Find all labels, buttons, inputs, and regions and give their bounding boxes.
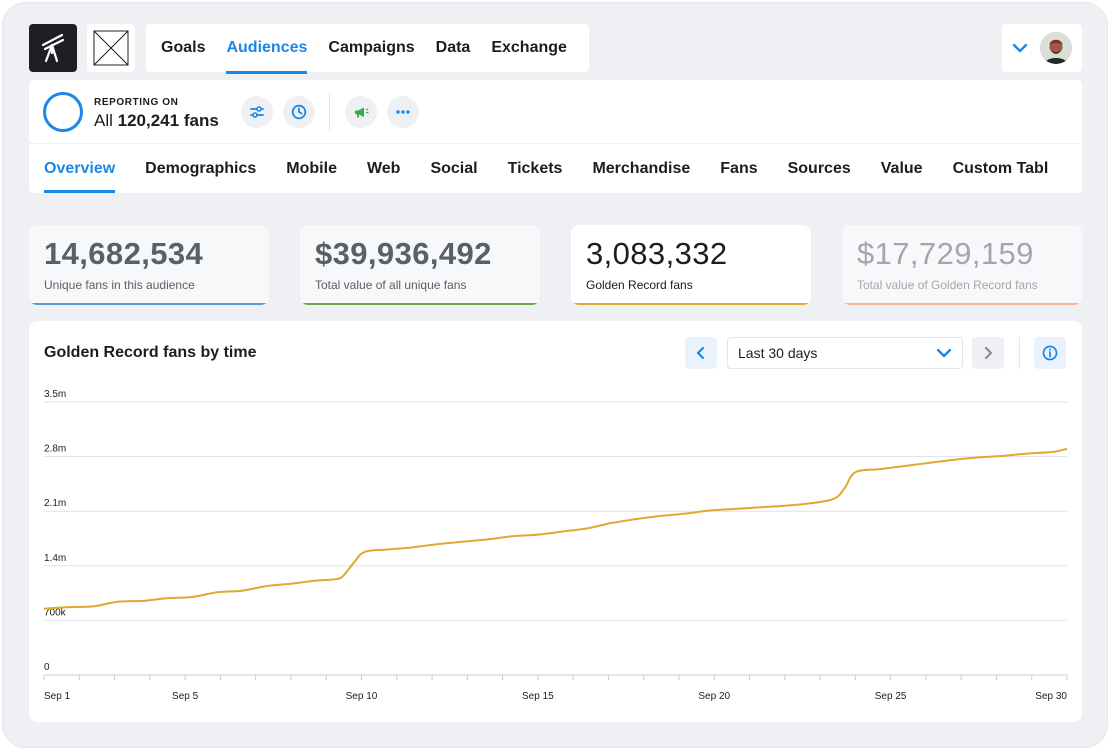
- stat-value: $17,729,159: [857, 236, 1034, 271]
- user-photo-icon: [1040, 32, 1072, 64]
- reporting-suffix: fans: [183, 111, 219, 130]
- report-tabs: Overview Demographics Mobile Web Social …: [44, 144, 1078, 193]
- workspace-logo-placeholder[interactable]: [87, 24, 135, 72]
- reporting-label: REPORTING ON: [94, 97, 179, 108]
- info-icon: [1042, 345, 1058, 361]
- history-button[interactable]: [283, 96, 315, 128]
- reporting-panel: REPORTING ON All 120,241 fans: [29, 80, 1082, 193]
- x-tick-label: Sep 20: [698, 691, 730, 702]
- chart-info-button[interactable]: [1034, 337, 1066, 369]
- clock-icon: [291, 104, 307, 120]
- more-button[interactable]: [387, 96, 419, 128]
- date-range-select[interactable]: Last 30 days: [727, 337, 963, 369]
- stat-card-unique-fans[interactable]: 14,682,534 Unique fans in this audience: [29, 225, 269, 305]
- tab-web[interactable]: Web: [366, 160, 401, 177]
- x-tick-label: Sep 5: [172, 691, 199, 702]
- image-placeholder-icon: [93, 30, 129, 66]
- y-tick-label: 1.4m: [44, 553, 66, 564]
- stat-color-bar: [300, 303, 540, 305]
- stat-card-total-value[interactable]: $39,936,492 Total value of all unique fa…: [300, 225, 540, 305]
- y-tick-label: 0: [44, 662, 50, 673]
- x-tick-label: Sep 10: [346, 691, 378, 702]
- nav-data[interactable]: Data: [435, 39, 471, 56]
- campaign-button[interactable]: [345, 96, 377, 128]
- tab-custom-tables[interactable]: Custom Tabl: [952, 160, 1049, 177]
- nav-goals[interactable]: Goals: [161, 39, 206, 56]
- stat-value: 14,682,534: [44, 236, 204, 271]
- telescope-icon: [41, 33, 65, 63]
- tab-mobile[interactable]: Mobile: [286, 160, 337, 177]
- date-range-value: Last 30 days: [738, 345, 818, 361]
- avatar[interactable]: [1040, 32, 1072, 64]
- stat-card-golden-record[interactable]: 3,083,332 Golden Record fans: [571, 225, 811, 305]
- stat-color-bar: [29, 303, 269, 305]
- reporting-value: All 120,241 fans: [94, 111, 219, 131]
- chart-title: Golden Record fans by time: [44, 344, 257, 361]
- panel-divider: [29, 143, 1082, 144]
- chevron-down-icon: [936, 348, 952, 358]
- tab-social[interactable]: Social: [430, 160, 478, 177]
- chevron-down-icon[interactable]: [1012, 40, 1028, 56]
- nav-audiences[interactable]: Audiences: [226, 24, 307, 74]
- next-range-button[interactable]: [972, 337, 1004, 369]
- stat-label: Unique fans in this audience: [44, 278, 195, 292]
- stat-value: $39,936,492: [315, 236, 492, 271]
- brand-logo[interactable]: [29, 24, 77, 72]
- stat-label: Total value of Golden Record fans: [857, 278, 1038, 292]
- stat-color-bar: [842, 303, 1082, 305]
- nav-exchange[interactable]: Exchange: [491, 39, 567, 56]
- tab-overview[interactable]: Overview: [44, 144, 116, 193]
- megaphone-icon: [355, 107, 369, 118]
- sliders-icon: [250, 106, 264, 118]
- line-chart: 0 700k 1.4m 2.1m 2.8m 3.5m Sep 1 Sep 5 Sep 10 Sep…: [43, 389, 1068, 702]
- tab-tickets[interactable]: Tickets: [507, 160, 563, 177]
- series-line-golden-record: [43, 447, 1068, 610]
- y-tick-label: 2.8m: [44, 444, 66, 455]
- chevron-left-icon: [696, 346, 705, 360]
- x-tick-label: Sep 1: [44, 691, 71, 702]
- reporting-prefix: All: [94, 111, 113, 130]
- more-dots-icon: [396, 110, 410, 114]
- previous-range-button[interactable]: [685, 337, 717, 369]
- chevron-right-icon: [984, 346, 993, 360]
- stat-color-bar: [571, 303, 811, 305]
- toolbar-divider: [329, 94, 330, 130]
- x-tick-label: Sep 15: [522, 691, 554, 702]
- stat-value: 3,083,332: [586, 236, 728, 271]
- chart-toolbar-divider: [1019, 337, 1020, 369]
- audience-ring: [43, 92, 83, 132]
- chart-panel: 0 700k 1.4m 2.1m 2.8m 3.5m Sep 1 Sep 5 Sep 10 Sep…: [29, 321, 1082, 722]
- tab-demographics[interactable]: Demographics: [145, 160, 257, 177]
- tab-fans[interactable]: Fans: [720, 160, 758, 177]
- x-tick-label: Sep 25: [875, 691, 907, 702]
- user-menu[interactable]: [1002, 24, 1082, 72]
- x-tick-label: Sep 30: [1035, 691, 1067, 702]
- y-tick-label: 2.1m: [44, 498, 66, 509]
- stat-card-golden-value[interactable]: $17,729,159 Total value of Golden Record…: [842, 225, 1082, 305]
- y-tick-label: 700k: [44, 607, 67, 618]
- tab-value[interactable]: Value: [880, 160, 923, 177]
- stat-label: Golden Record fans: [586, 278, 693, 292]
- reporting-count: 120,241: [117, 111, 180, 130]
- tab-merchandise[interactable]: Merchandise: [592, 160, 691, 177]
- main-nav: Goals Audiences Campaigns Data Exchange: [146, 24, 589, 74]
- y-tick-label: 3.5m: [44, 389, 66, 400]
- nav-campaigns[interactable]: Campaigns: [328, 39, 415, 56]
- tab-sources[interactable]: Sources: [787, 160, 851, 177]
- filter-button[interactable]: [241, 96, 273, 128]
- stat-label: Total value of all unique fans: [315, 278, 467, 292]
